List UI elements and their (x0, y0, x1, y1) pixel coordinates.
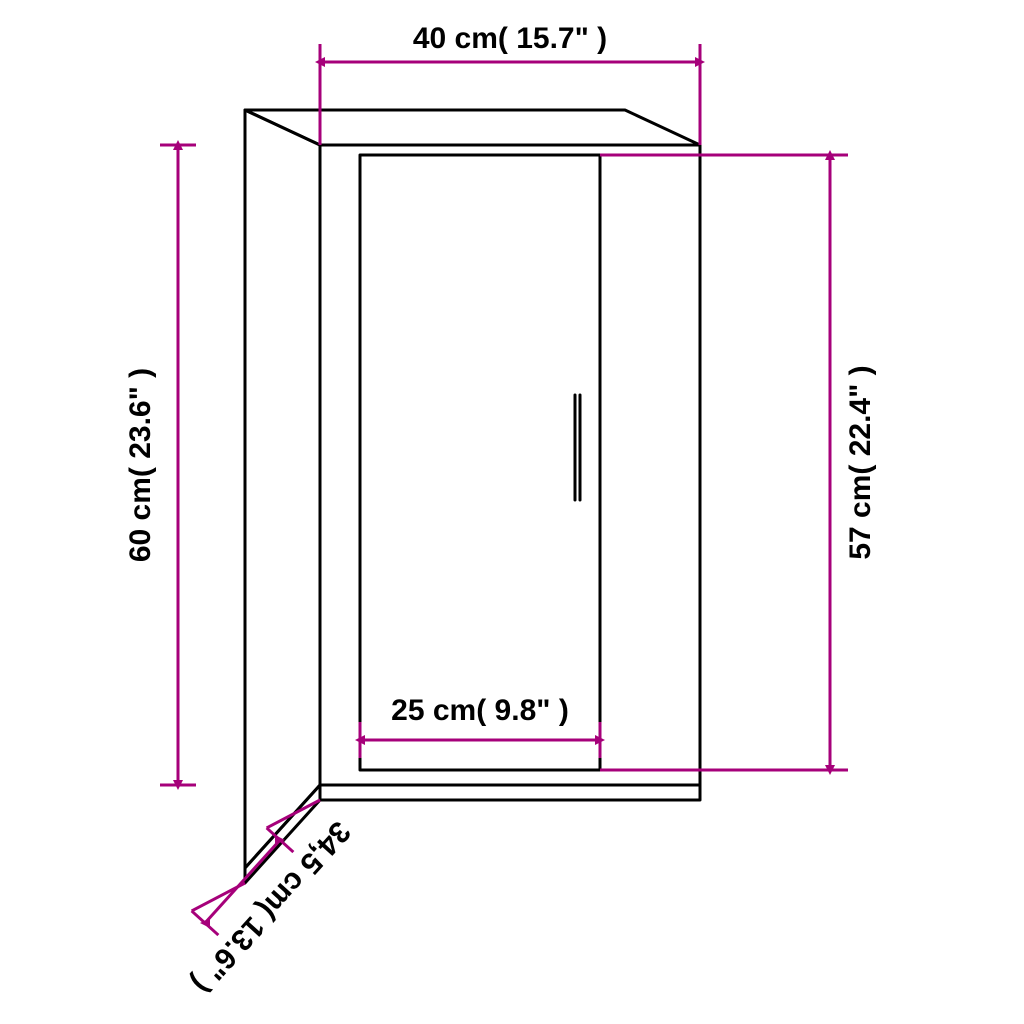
dimension-left-height (160, 145, 196, 785)
dimension-right-height (812, 155, 848, 770)
cabinet-outline (245, 110, 700, 883)
cabinet-door (360, 155, 600, 770)
dimension-right-label: 57 cm( 22.4" ) (844, 365, 877, 559)
dimension-left-label: 60 cm( 23.6" ) (124, 368, 157, 562)
dimension-depth-label: 34,5 cm( 13.6" ) (185, 815, 357, 1000)
dimension-door-width (360, 722, 600, 758)
dimension-door-label: 25 cm( 9.8" ) (391, 694, 569, 727)
dimension-top-label: 40 cm( 15.7" ) (413, 22, 607, 55)
